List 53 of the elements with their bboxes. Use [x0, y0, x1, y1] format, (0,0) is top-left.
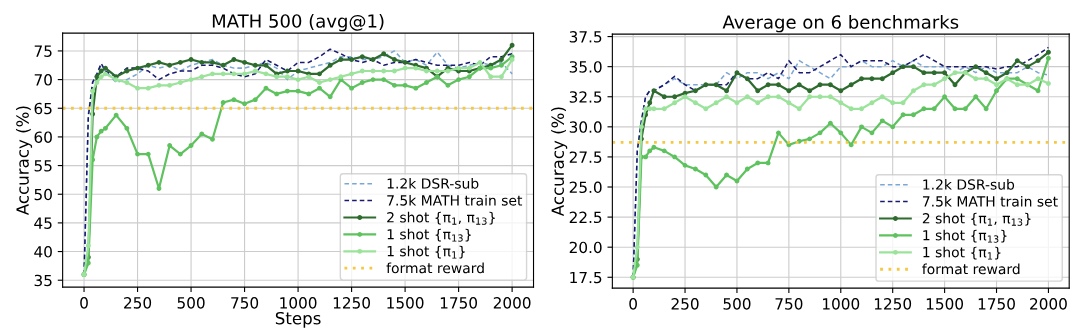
- y-axis-title: Accuracy (%): [15, 106, 33, 216]
- y-tick-label: 35: [34, 274, 52, 287]
- legend-label: 1 shot {π$_{1}$}: [923, 246, 1001, 260]
- x-tick-label: 500: [177, 297, 205, 309]
- y-tick-label: 30.0: [569, 121, 602, 133]
- y-tick-label: 50: [34, 188, 52, 201]
- x-tick-label: 250: [124, 297, 152, 309]
- y-tick-label: 32.5: [569, 91, 602, 103]
- x-axis-title: Steps: [275, 311, 321, 328]
- y-tick-label: 60: [34, 131, 52, 143]
- y-tick-label: 65: [34, 102, 52, 115]
- y-tick-label: 27.5: [569, 151, 602, 163]
- legend-label: format reward: [386, 262, 484, 274]
- x-tick-label: 750: [775, 298, 803, 310]
- y-tick-label: 35.0: [569, 61, 602, 73]
- x-tick-label: 1250: [333, 297, 371, 309]
- y-tick-label: 75: [34, 45, 52, 57]
- x-tick-label: 1000: [823, 298, 860, 310]
- x-tick-label: 2000: [493, 297, 531, 309]
- legend-label: 1 shot {π$_{13}$}: [387, 228, 471, 242]
- legend-label: 1.2k DSR-sub: [923, 178, 1015, 190]
- x-tick-label: 250: [671, 298, 699, 310]
- y-tick-label: 37.5: [569, 31, 602, 43]
- x-tick-label: 750: [231, 297, 259, 309]
- x-tick-label: 500: [723, 298, 751, 310]
- y-tick-label: 70: [34, 74, 52, 86]
- chart-title: Average on 6 benchmarks: [722, 14, 959, 33]
- x-tick-label: 1250: [874, 298, 912, 310]
- chart-title: MATH 500 (avg@1): [212, 13, 384, 32]
- legend-label: 2 shot {π$_{1}$, π$_{13}$}: [922, 212, 1031, 226]
- legend-label: format reward: [922, 263, 1020, 275]
- y-tick-label: 22.5: [569, 211, 602, 224]
- legend-label: 1 shot {π$_{13}$}: [923, 229, 1007, 243]
- legend-label: 7.5k MATH train set: [922, 195, 1058, 207]
- legend-label: 7.5k MATH train set: [387, 194, 523, 206]
- y-tick-label: 45: [34, 217, 52, 229]
- x-tick-label: 1750: [440, 297, 478, 309]
- y-tick-label: 17.5: [570, 271, 602, 284]
- x-tick-label: 2000: [1030, 298, 1067, 310]
- x-tick-label: 1500: [387, 297, 424, 309]
- x-tick-label: 0: [629, 298, 637, 310]
- x-tick-label: 1750: [978, 298, 1015, 310]
- x-tick-label: 1000: [280, 297, 317, 309]
- legend-label: 1.2k DSR-sub: [387, 177, 479, 189]
- x-tick-label: 1500: [926, 298, 964, 310]
- legend-label: 1 shot {π$_{1}$}: [387, 245, 465, 259]
- x-tick-label: 0: [80, 297, 88, 309]
- y-tick-label: 55: [34, 160, 52, 172]
- y-tick-label: 25.0: [569, 181, 602, 194]
- legend-label: 2 shot {π$_{1}$, π$_{13}$}: [387, 211, 495, 225]
- y-axis-title: Accuracy (%): [551, 107, 568, 217]
- y-tick-label: 40: [34, 246, 52, 258]
- y-tick-label: 20.0: [569, 241, 602, 254]
